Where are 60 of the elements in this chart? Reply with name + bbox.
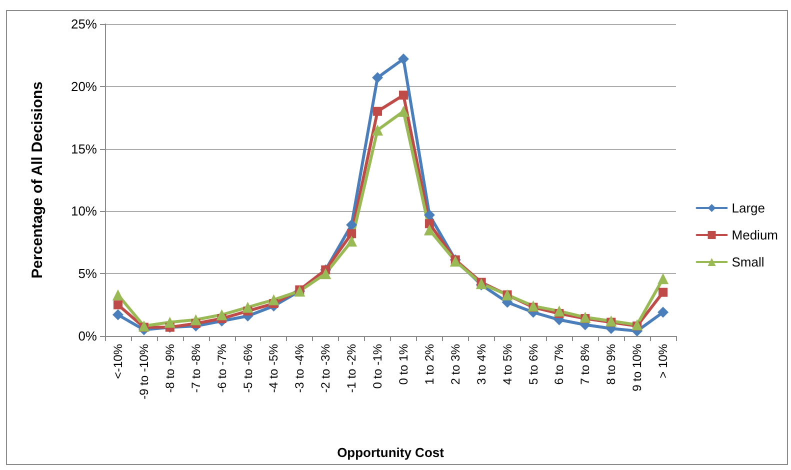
point	[372, 124, 384, 136]
x-tick-label: -5 to -6%	[240, 344, 255, 393]
point	[347, 229, 356, 238]
x-tick-label: 2 to 3%	[448, 344, 462, 385]
x-tick-label: > 10%	[656, 344, 670, 378]
x-tick-label: -6 to -7%	[214, 344, 229, 393]
y-tick-label: 15%	[70, 141, 98, 156]
x-axis-title: Opportunity Cost	[337, 445, 445, 460]
point	[632, 319, 643, 330]
point	[373, 106, 382, 116]
point	[424, 224, 435, 236]
x-tick-label: -1 to -2%	[344, 344, 359, 393]
point	[112, 289, 124, 300]
x-tick-label: -9 to -10%	[136, 344, 151, 400]
x-tick-label: -7 to -8%	[188, 344, 203, 393]
legend-label: Medium	[732, 228, 778, 242]
x-tick-label: <-10%	[110, 344, 125, 380]
point	[164, 316, 176, 328]
y-tick-label: 10%	[70, 204, 98, 219]
point	[346, 236, 358, 247]
x-tick-label: 6 to 7%	[552, 344, 566, 385]
legend-label: Large	[732, 200, 766, 216]
point	[398, 90, 408, 100]
point	[346, 219, 358, 230]
point	[398, 53, 409, 64]
point	[112, 309, 124, 320]
x-tick-label: 1 to 2%	[422, 344, 436, 385]
x-tick-label: 7 to 8%	[578, 344, 592, 385]
x-tick-label: 0 to -1%	[370, 344, 385, 389]
point	[113, 300, 122, 310]
point	[424, 219, 434, 228]
x-tick-label: -8 to -9%	[162, 344, 177, 393]
point	[658, 306, 669, 318]
x-tick-label: -4 to -5%	[266, 344, 281, 393]
y-tick-label: 20%	[70, 78, 98, 94]
y-tick-label: 0%	[78, 328, 98, 344]
x-tick-label: 3 to 4%	[474, 344, 488, 385]
x-tick-label: 5 to 6%	[526, 344, 540, 385]
y-tick-label: 5%	[78, 266, 98, 282]
point	[554, 306, 565, 317]
point	[372, 72, 384, 84]
point	[398, 106, 409, 117]
x-tick-label: -2 to -3%	[318, 344, 333, 393]
point	[320, 268, 332, 280]
point	[216, 309, 228, 320]
point	[580, 312, 591, 323]
point	[424, 209, 435, 220]
point	[658, 288, 668, 297]
point	[242, 302, 254, 313]
point	[658, 273, 669, 284]
x-tick-label: 4 to 5%	[500, 344, 514, 385]
point	[190, 314, 202, 326]
y-tick-label: 25%	[70, 16, 98, 32]
x-tick-label: -3 to -4%	[292, 344, 307, 393]
y-axis-title: Percentage of All Decisions	[29, 81, 46, 279]
legend-label: Small	[732, 254, 764, 270]
x-tick-label: 9 to 10%	[630, 344, 644, 392]
x-tick-label: 0 to 1%	[396, 344, 410, 385]
point	[268, 294, 280, 306]
x-tick-label: 8 to 9%	[604, 344, 618, 385]
